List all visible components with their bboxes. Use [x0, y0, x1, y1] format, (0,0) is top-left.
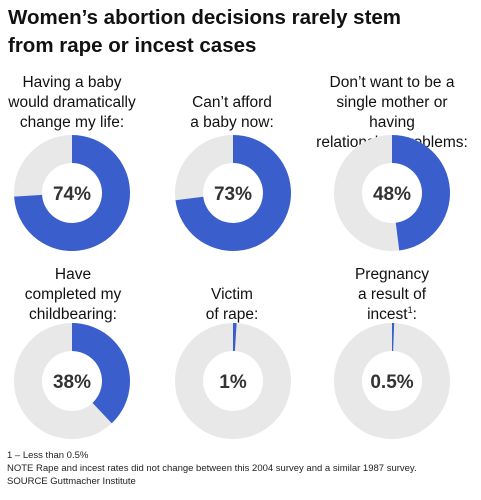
- donut-value-label: 1%: [219, 372, 247, 393]
- donut-cell-1: Having a baby would dramatically change …: [0, 70, 152, 260]
- donut-cell-3: Don’t want to be a single mother or havi…: [312, 70, 472, 260]
- donut-label: Pregnancy a result of incest1:: [354, 266, 430, 323]
- donut-label: Can’t afford a baby now:: [190, 94, 274, 131]
- donut-segment: [14, 135, 131, 251]
- chart-title: Women’s abortion decisions rarely stem f…: [8, 6, 402, 57]
- donut-value-label: 38%: [53, 372, 91, 393]
- donut-chart: 0.5%: [333, 323, 450, 439]
- donut-segment: [175, 135, 291, 251]
- donut-value-label: 48%: [373, 184, 411, 205]
- footnote: 1 – Less than 0.5%: [7, 450, 89, 461]
- donut-label: Don’t want to be a single mother or havi…: [316, 74, 468, 151]
- donut-segment: [392, 323, 395, 352]
- donut-cell-4: Have completed my childbearing: 38%: [0, 262, 153, 452]
- donut-cell-6: Pregnancy a result of incest1: 0.5%: [312, 262, 472, 452]
- donut-track: [174, 323, 291, 439]
- footnote-marker: 1: [407, 304, 413, 315]
- donut-segment: [392, 135, 451, 251]
- donut-label: Have completed my childbearing:: [24, 266, 122, 323]
- donut-value-label: 0.5%: [370, 372, 413, 393]
- donut-label: Having a baby would dramatically change …: [8, 74, 136, 131]
- donut-chart: 74%: [13, 135, 131, 251]
- donut-value-label: 74%: [53, 184, 91, 205]
- donut-label: Victim of rape:: [205, 286, 259, 323]
- donut-cell-5: Victim of rape: 1%: [152, 262, 312, 452]
- donut-chart: 73%: [174, 135, 291, 251]
- donut-chart: 38%: [13, 323, 131, 439]
- donut-cell-2: Can’t afford a baby now: 73%: [152, 70, 312, 260]
- donut-segment: [233, 323, 237, 352]
- source: SOURCE Guttmacher Institute: [7, 476, 136, 487]
- donut-track: [333, 323, 450, 439]
- note: NOTE Rape and incest rates did not chang…: [7, 463, 417, 474]
- donut-segment: [72, 323, 131, 424]
- donut-chart: 48%: [333, 135, 451, 251]
- donut-value-label: 73%: [214, 184, 252, 205]
- donut-chart: 1%: [174, 323, 291, 439]
